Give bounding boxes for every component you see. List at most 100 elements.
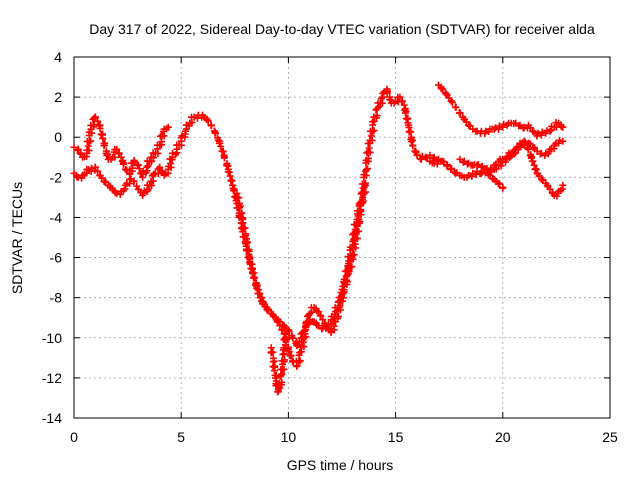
data-point-fill — [227, 177, 235, 185]
data-point-fill — [229, 187, 237, 195]
data-point-fill — [100, 142, 108, 150]
data-point — [282, 326, 290, 334]
y-tick-label: 2 — [54, 89, 62, 105]
data-point-fill — [316, 312, 324, 320]
y-tick-label: -2 — [50, 169, 63, 185]
data-point-fill — [478, 162, 486, 170]
data-point — [426, 151, 434, 159]
data-point-fill — [378, 99, 386, 107]
data-point-fill — [538, 128, 546, 136]
x-tick-label: 10 — [281, 429, 297, 445]
data-point — [546, 127, 554, 135]
data-point-fill — [433, 156, 441, 164]
data-point-fill — [353, 234, 361, 242]
data-point — [559, 181, 567, 189]
data-point-fill — [76, 149, 84, 157]
data-point — [113, 189, 121, 197]
grid-layer — [74, 57, 610, 418]
data-point-fill — [370, 127, 378, 135]
data-point-fill — [85, 138, 93, 146]
y-tick-label: -10 — [42, 330, 62, 346]
data-point — [314, 322, 322, 330]
data-point-fill — [543, 181, 551, 189]
data-point — [117, 153, 125, 161]
data-point — [456, 155, 464, 163]
data-point-fill — [302, 333, 310, 341]
data-point-fill — [350, 236, 358, 244]
data-point — [74, 173, 82, 181]
data-point-fill — [364, 154, 372, 162]
x-tick-label: 0 — [70, 429, 78, 445]
data-point-fill — [207, 122, 215, 130]
data-point — [336, 302, 344, 310]
data-point — [477, 163, 485, 171]
data-point-fill — [211, 129, 219, 137]
data-point — [499, 183, 507, 191]
data-point — [164, 123, 172, 131]
data-point-fill — [237, 215, 245, 223]
data-point-fill — [96, 124, 104, 132]
data-point — [439, 85, 447, 93]
data-point-fill — [459, 158, 467, 166]
data-point — [319, 316, 327, 324]
data-point — [495, 125, 503, 133]
data-point-fill — [351, 225, 359, 233]
data-point-fill — [495, 122, 503, 130]
data-point — [349, 238, 357, 246]
data-point-fill — [249, 270, 257, 278]
data-point — [113, 145, 121, 153]
y-tick-label: -4 — [50, 209, 63, 225]
y-tick-label: -8 — [50, 290, 63, 306]
data-point-fill — [530, 161, 538, 169]
data-point-fill — [235, 204, 243, 212]
data-point-fill — [84, 142, 92, 150]
y-tick-label: -12 — [42, 370, 62, 386]
data-point-fill — [343, 273, 351, 281]
data-point-fill — [299, 338, 307, 346]
data-point-fill — [251, 281, 259, 289]
data-point-fill — [530, 144, 538, 152]
data-point-fill — [407, 138, 415, 146]
data-point-fill — [321, 320, 329, 328]
data-point-fill — [223, 161, 231, 169]
data-point-fill — [274, 318, 282, 326]
y-tick-label: -14 — [42, 410, 62, 426]
data-point-fill — [463, 160, 471, 168]
data-point-fill — [369, 127, 377, 135]
data-point-fill — [405, 128, 413, 136]
data-point-fill — [500, 120, 508, 128]
data-point — [314, 308, 322, 316]
data-point-fill — [334, 312, 342, 320]
data-point-fill — [285, 348, 293, 356]
data-point-fill — [94, 117, 102, 125]
data-point-fill — [281, 356, 289, 364]
data-point-fill — [456, 109, 464, 117]
data-point-fill — [289, 334, 297, 342]
data-point-fill — [362, 166, 370, 174]
data-point — [156, 163, 164, 171]
data-point-fill — [373, 105, 381, 113]
data-point — [559, 137, 567, 145]
data-point-fill — [355, 215, 363, 223]
data-point — [276, 322, 284, 330]
data-point-fill — [383, 88, 391, 96]
data-point-fill — [296, 357, 304, 365]
data-point-fill — [111, 153, 119, 161]
data-point-fill — [220, 154, 228, 162]
data-point-fill — [218, 147, 226, 155]
data-point-fill — [295, 358, 303, 366]
data-point-fill — [363, 165, 371, 173]
data-point-fill — [409, 142, 417, 150]
data-point-fill — [119, 160, 127, 168]
data-point-fill — [556, 136, 564, 144]
data-point — [516, 121, 524, 129]
data-point — [70, 143, 78, 151]
data-point-fill — [528, 157, 536, 165]
data-point-fill — [242, 240, 250, 248]
data-point-fill — [134, 161, 142, 169]
y-tick-label: -6 — [50, 250, 63, 266]
tick-layer: 0 5 10 15 20 25 -14 -12 -10 -8 -6 -4 -2 0 2 4 — [42, 49, 618, 445]
data-point-fill — [300, 334, 308, 342]
data-point-fill — [521, 138, 529, 146]
